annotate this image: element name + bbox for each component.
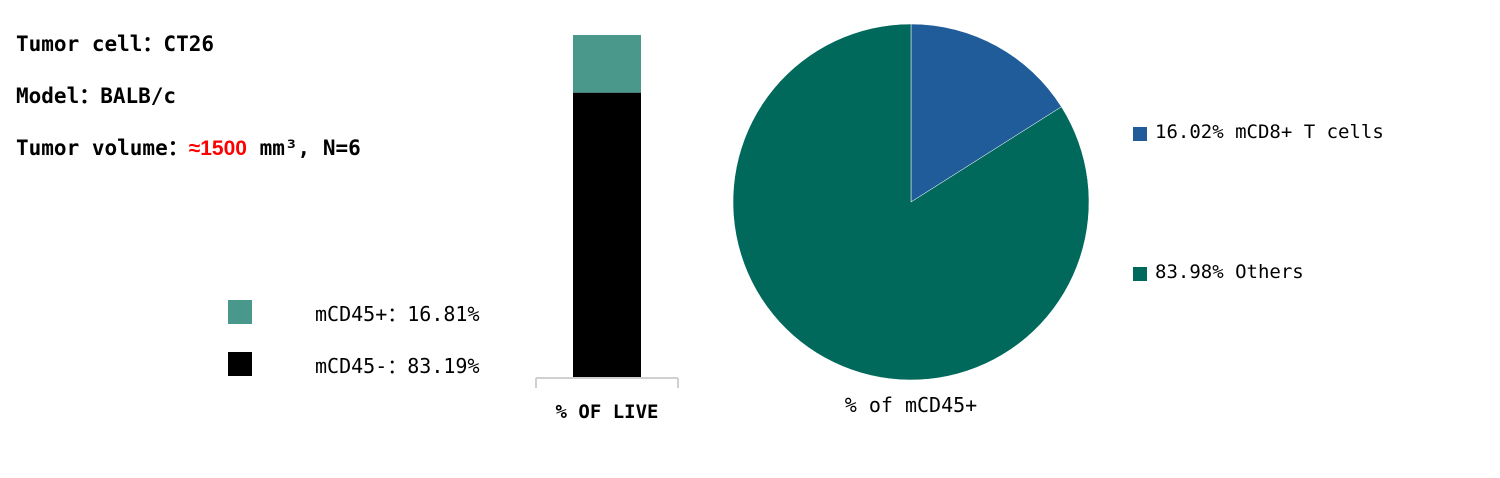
volume-prefix: Tumor volume：	[16, 136, 189, 160]
x-axis	[535, 377, 679, 388]
tumor-volume-label: Tumor volume：≈1500 mm³, N=6	[16, 132, 361, 162]
legend-swatch-mcd45-pos	[228, 300, 252, 324]
bar-segment-mcd45-neg	[573, 92, 641, 379]
tumor-cell-label: Tumor cell：CT26	[16, 32, 215, 56]
legend-label-mcd45-neg: mCD45-：83.19%	[315, 354, 480, 378]
pie-legend-label-others: 83.98% Others	[1155, 261, 1304, 283]
pie-slice-others	[732, 23, 1090, 381]
volume-suffix: mm³, N=6	[246, 136, 361, 160]
legend-swatch-mcd45-neg	[228, 352, 252, 376]
model-label: Model：BALB/c	[16, 84, 177, 108]
volume-value: ≈1500	[188, 137, 247, 160]
pie-slice-mcd8-t-cells	[910, 23, 1062, 203]
legend-label-mcd45-pos: mCD45+：16.81%	[315, 302, 480, 326]
x-tick-label: % OF LIVE	[556, 401, 659, 423]
pie-legend-label-mcd8: 16.02% mCD8+ T cells	[1155, 121, 1384, 143]
pie-title: % of mCD45+	[845, 393, 977, 417]
pie-legend-swatch-mcd8	[1133, 127, 1147, 141]
pie-legend-swatch-others	[1133, 267, 1147, 281]
bar-segment-mcd45-pos	[573, 35, 641, 93]
